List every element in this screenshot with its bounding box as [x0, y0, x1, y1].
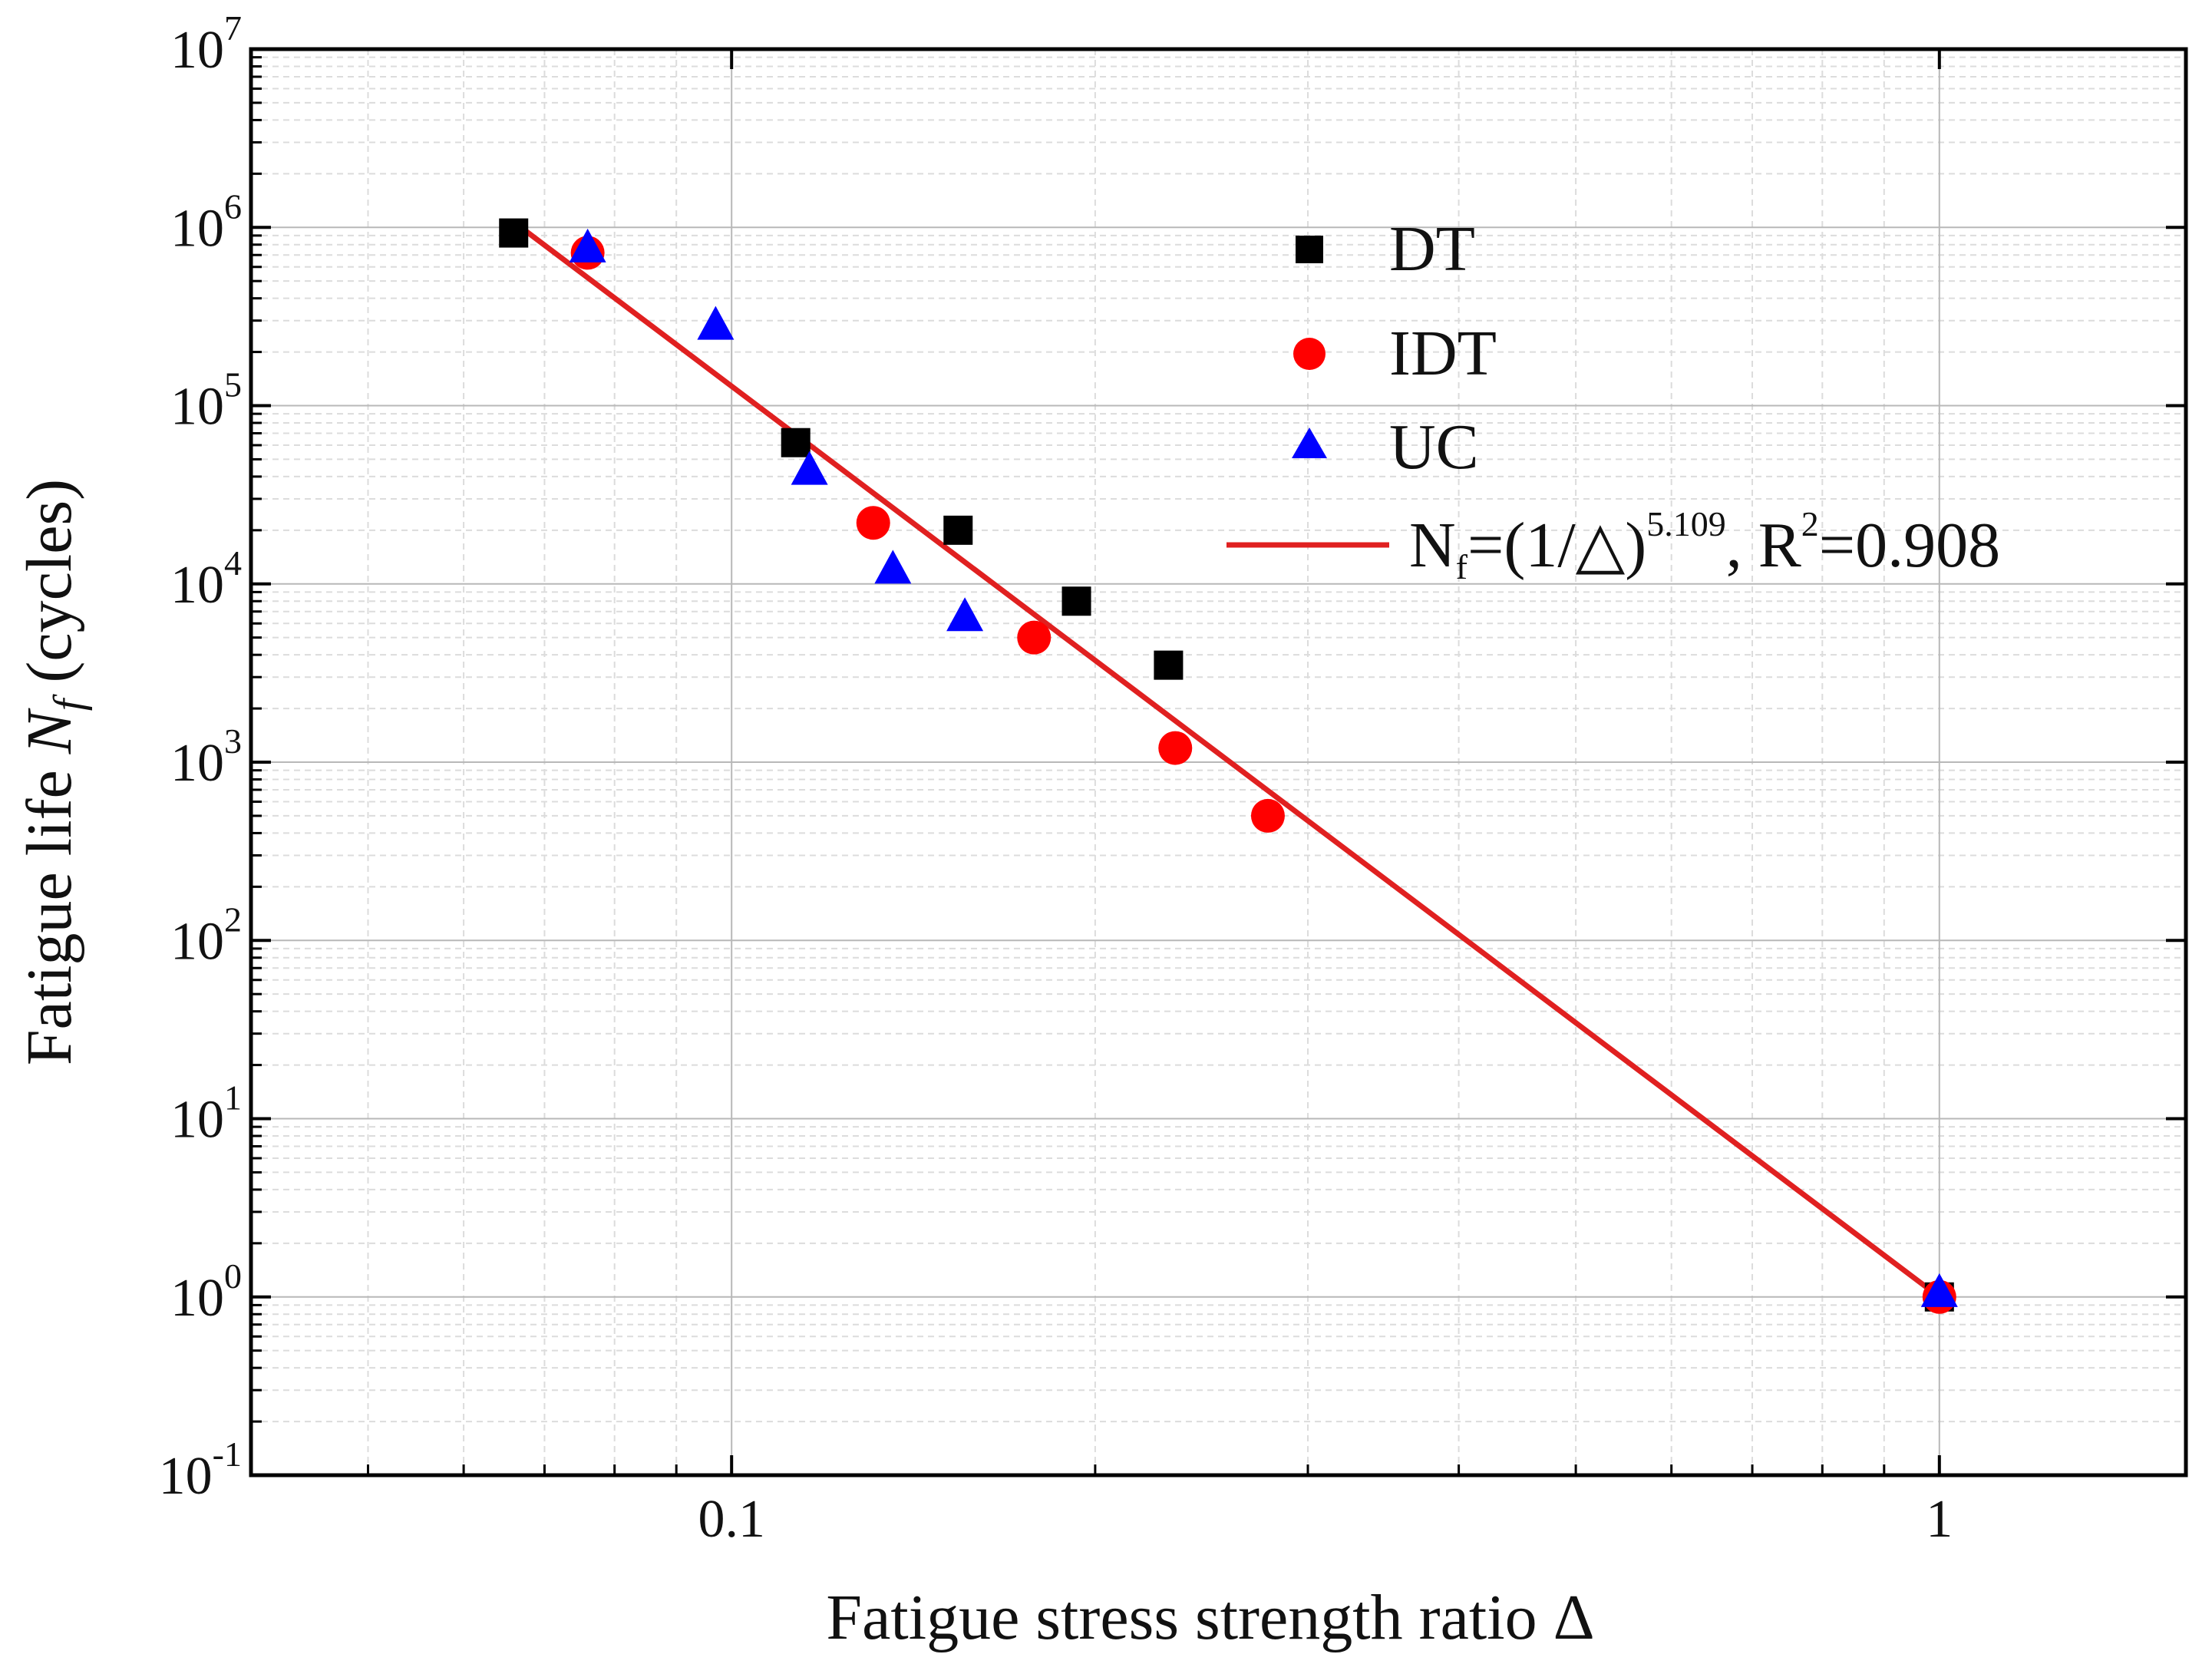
legend-marker-idt: [1293, 338, 1326, 370]
y-tick-exponent: 4: [224, 543, 242, 583]
y-tick-exponent: -1: [213, 1435, 242, 1474]
y-tick-exponent: 7: [224, 8, 242, 48]
legend-label-dt: DT: [1389, 213, 1475, 285]
point-dt: [499, 218, 529, 248]
y-tick-label: 105: [170, 365, 242, 437]
point-uc: [946, 597, 984, 632]
y-axis-title: Fatigue life Nf (cycles): [14, 479, 93, 1065]
point-uc: [569, 228, 606, 262]
fit-label-r-value: =0.908: [1819, 510, 2000, 581]
fit-line-layer: [510, 219, 1943, 1300]
y-tick-base: 10: [170, 734, 224, 793]
y-tick-exponent: 2: [224, 900, 242, 939]
y-tick-label: 10-1: [159, 1435, 242, 1506]
point-idt: [1250, 798, 1285, 833]
fit-label-subscript: f: [1456, 547, 1468, 586]
y-tick-exponent: 1: [224, 1078, 242, 1118]
y-tick-label: 104: [170, 543, 242, 615]
y-tick-label: 102: [170, 900, 242, 971]
y-tick-base: 10: [170, 21, 224, 80]
y-tick-exponent: 3: [224, 721, 242, 761]
x-tick-label: 1: [1926, 1490, 1953, 1549]
x-axis-title: Fatigue stress strength ratio Δ: [826, 1582, 1594, 1653]
fit-label-r: , R: [1726, 510, 1801, 581]
point-dt: [1154, 650, 1184, 680]
y-tick-label: 107: [170, 8, 242, 80]
y-tick-exponent: 0: [224, 1256, 242, 1296]
y-tick-base: 10: [170, 556, 224, 615]
x-tick-label: 0.1: [698, 1490, 765, 1549]
fit-label-exponent: 5.109: [1646, 504, 1726, 543]
legend-label-idt: IDT: [1389, 318, 1497, 389]
y-axis-title-symbol: N: [14, 708, 85, 754]
fit-label-formula: =(1/△): [1468, 510, 1646, 581]
point-uc: [791, 451, 828, 485]
axis-ticks: [249, 48, 2186, 1477]
legend: DT IDT UC Nf=(1/△)5.109, R2=0.908: [1227, 213, 2000, 586]
y-tick-base: 10: [170, 1269, 224, 1328]
y-tick-label: 100: [170, 1256, 242, 1328]
point-dt: [781, 428, 811, 457]
y-tick-label: 101: [170, 1078, 242, 1150]
legend-marker-uc: [1292, 428, 1327, 458]
y-tick-label: 103: [170, 721, 242, 793]
point-idt: [1158, 731, 1193, 765]
point-idt: [1017, 620, 1052, 655]
x-tick-labels: 0.1 1: [698, 1490, 1953, 1549]
y-tick-base: 10: [170, 378, 224, 437]
point-dt: [1061, 586, 1091, 616]
legend-marker-dt: [1296, 236, 1323, 263]
data-points: [499, 218, 1958, 1314]
y-tick-exponent: 5: [224, 365, 242, 404]
point-idt: [856, 506, 890, 540]
point-uc: [697, 305, 735, 340]
y-axis-title-prefix: Fatigue life: [14, 754, 85, 1065]
point-dt: [943, 515, 973, 545]
fit-line: [510, 219, 1943, 1300]
y-tick-base: 10: [159, 1447, 213, 1506]
point-uc: [1920, 1273, 1958, 1307]
y-tick-exponent: 6: [224, 187, 242, 226]
y-tick-base: 10: [170, 1091, 224, 1150]
y-tick-base: 10: [170, 912, 224, 971]
fit-label-r-exponent: 2: [1801, 504, 1819, 543]
legend-label-uc: UC: [1389, 411, 1479, 483]
point-uc: [874, 550, 912, 584]
y-tick-label: 106: [170, 187, 242, 258]
y-tick-base: 10: [170, 199, 224, 258]
fit-label-symbol: N: [1409, 510, 1456, 581]
y-axis-title-suffix: (cycles): [14, 479, 85, 699]
legend-label-fit: Nf=(1/△)5.109, R2=0.908: [1409, 504, 2000, 586]
